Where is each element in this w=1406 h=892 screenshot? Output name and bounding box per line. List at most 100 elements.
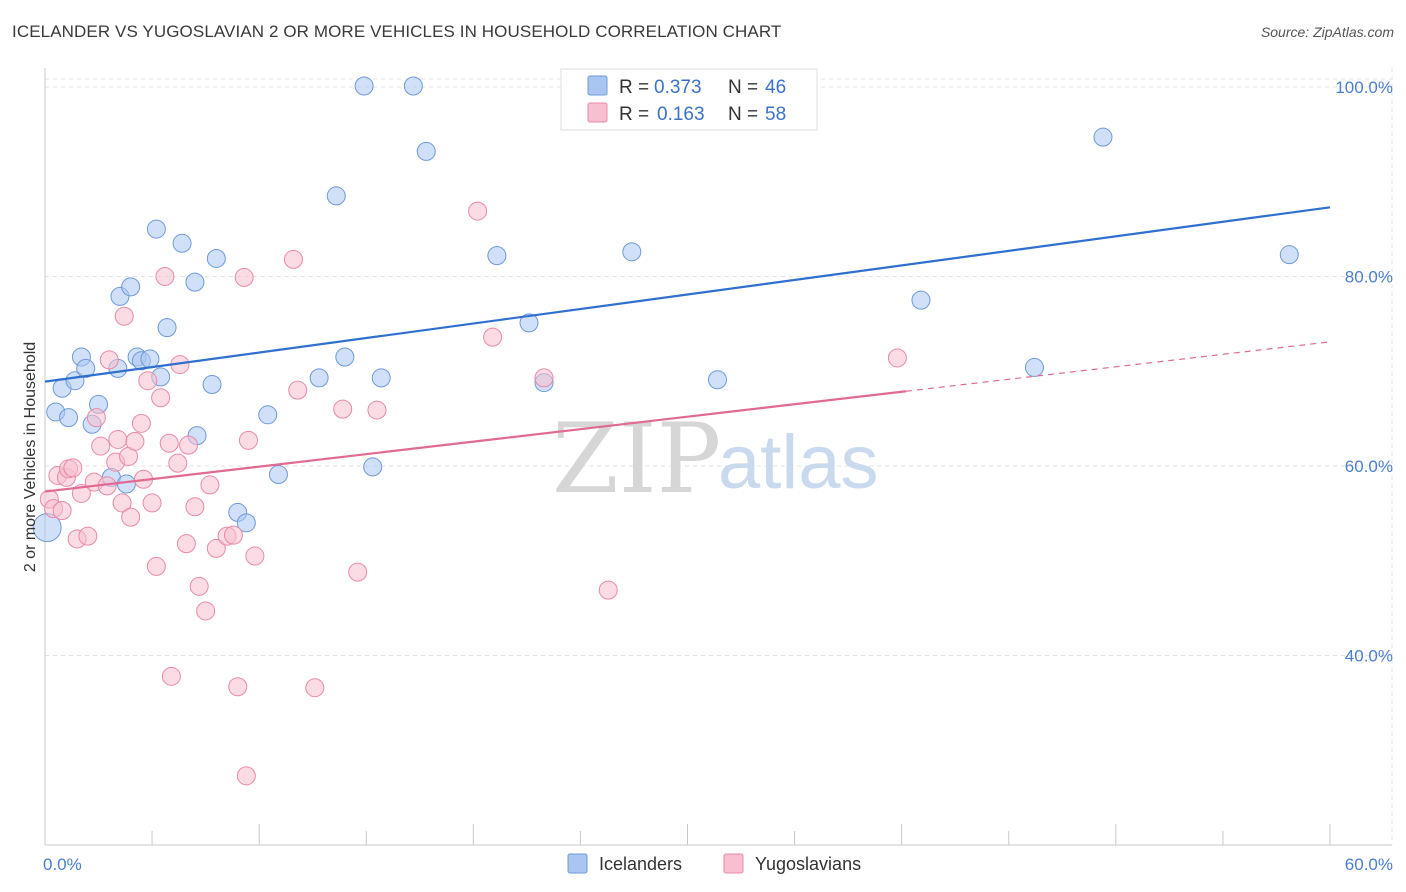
data-point [155, 266, 175, 286]
data-point [178, 435, 198, 455]
y-tick-label: 100.0% [1335, 78, 1393, 97]
watermark-zip: ZIP [552, 403, 721, 515]
data-point [78, 526, 98, 546]
data-point [176, 534, 196, 554]
data-point [142, 493, 162, 513]
data-point [483, 327, 503, 347]
data-point [468, 201, 488, 221]
trend-line-extension-yugoslavians [905, 341, 1331, 392]
data-point [348, 562, 368, 582]
data-point [354, 76, 374, 96]
data-point [238, 430, 258, 450]
series-legend: Icelanders Yugoslavians [567, 853, 861, 874]
data-point [71, 483, 91, 503]
legend-n-value: 58 [765, 104, 786, 125]
data-point [309, 368, 329, 388]
data-point [335, 347, 355, 367]
data-point [91, 436, 111, 456]
y-axis-label: 2 or more Vehicles in Household [22, 342, 39, 572]
x-tick-label: 60.0% [1345, 855, 1393, 874]
data-point [236, 766, 256, 786]
data-point [159, 433, 179, 453]
data-point [200, 475, 220, 495]
data-point [245, 546, 265, 566]
data-point [172, 233, 192, 253]
data-point [371, 368, 391, 388]
correlation-legend: R = 0.373 N = 46 R = 0.163 N = 58 [560, 68, 818, 131]
legend-r-label: R = [619, 104, 649, 125]
data-point [333, 399, 353, 419]
data-point [367, 400, 387, 420]
trend-line-icelanders [44, 206, 1331, 383]
data-point [125, 431, 145, 451]
data-point [236, 513, 256, 533]
source-label: Source: ZipAtlas.com [1260, 24, 1394, 40]
data-point [1279, 245, 1299, 265]
data-point [206, 538, 226, 558]
data-point [185, 272, 205, 292]
data-point [185, 497, 205, 517]
data-points [32, 76, 1299, 786]
data-point [519, 313, 539, 333]
legend-n-label: N = [728, 104, 758, 125]
legend-label-yugoslavians: Yugoslavians [755, 854, 861, 874]
chart-title: ICELANDER VS YUGOSLAVIAN 2 OR MORE VEHIC… [12, 22, 782, 41]
data-point [887, 348, 907, 368]
data-point [112, 493, 132, 513]
x-tick-label: 0.0% [43, 855, 82, 874]
y-tick-label: 60.0% [1345, 457, 1393, 476]
data-point [140, 349, 160, 369]
data-point [121, 507, 141, 527]
legend-swatch-yugoslavians [723, 853, 744, 874]
data-point [911, 290, 931, 310]
data-point [121, 277, 141, 297]
legend-r-label: R = [619, 77, 649, 98]
watermark: ZIP atlas [552, 403, 879, 515]
legend-r-value: 0.373 [654, 77, 702, 98]
legend-swatch-yugoslavians [587, 102, 608, 123]
data-point [52, 501, 72, 521]
data-point [76, 358, 96, 378]
legend-row-icelanders: R = 0.373 N = 46 [587, 75, 786, 98]
data-point [189, 576, 209, 596]
data-point [206, 248, 226, 268]
legend-n-label: N = [728, 77, 758, 98]
axes [44, 68, 1392, 846]
data-point [363, 457, 383, 477]
legend-n-value: 46 [765, 77, 786, 98]
data-point [146, 556, 166, 576]
data-point [108, 429, 128, 449]
data-point [305, 678, 325, 698]
data-point [228, 677, 248, 697]
legend-r-value: 0.163 [657, 104, 705, 125]
data-point [114, 306, 134, 326]
data-point [131, 413, 151, 433]
legend-row-yugoslavians: R = 0.163 N = 58 [587, 102, 786, 125]
data-point [234, 267, 254, 287]
data-point [86, 408, 106, 428]
watermark-atlas: atlas [718, 420, 879, 505]
legend-swatch-icelanders [587, 75, 608, 96]
data-point [157, 318, 177, 338]
data-point [168, 453, 188, 473]
data-point [59, 408, 79, 428]
data-point [138, 371, 158, 391]
data-point [116, 474, 136, 494]
data-point [268, 465, 288, 485]
data-point [622, 242, 642, 262]
data-point [487, 246, 507, 266]
data-point [258, 405, 278, 425]
data-point [63, 458, 83, 478]
trend-line-yugoslavians [44, 390, 907, 493]
data-point [403, 76, 423, 96]
series-yugoslavians [39, 201, 907, 786]
data-point [416, 141, 436, 161]
data-point [707, 370, 727, 390]
data-point [288, 380, 308, 400]
data-point [202, 374, 222, 394]
data-point [161, 666, 181, 686]
data-point [1024, 357, 1044, 377]
data-point [99, 350, 119, 370]
y-tick-label: 80.0% [1345, 267, 1393, 286]
